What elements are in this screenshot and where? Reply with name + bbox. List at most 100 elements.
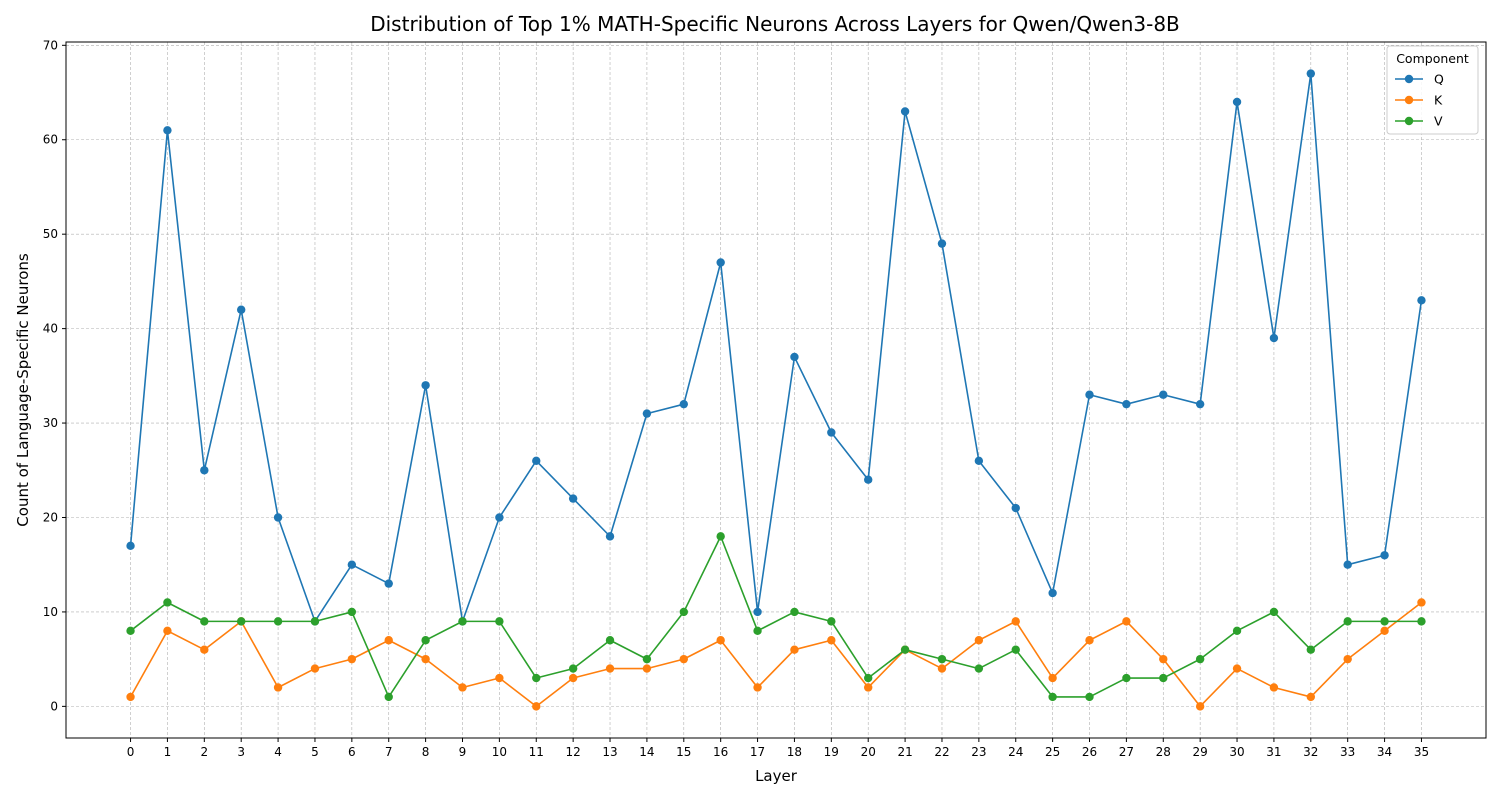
data-point-k [532,702,541,711]
x-tick-label: 18 [787,745,802,759]
data-point-v [1122,673,1131,683]
x-tick-label: 31 [1266,745,1281,759]
y-tick-label: 30 [43,416,58,430]
data-point-v [1048,692,1057,702]
legend-item-k: K [1395,93,1443,108]
data-point-q [1232,97,1242,107]
data-point-v [1159,673,1168,683]
x-axis: 0 1 2 3 4 5 6 7 8 9 10 11 12 13 14 15 16 17 18 19 20 21 22 23 24… [127,738,1429,759]
data-point-q [642,409,652,418]
data-point-q [1159,390,1168,399]
legend-marker [1404,74,1414,84]
x-tick-label: 12 [566,745,581,759]
x-tick-label: 30 [1229,745,1244,759]
grid [66,42,1486,738]
data-point-k [753,683,762,692]
x-tick-label: 0 [127,745,135,759]
data-point-k [1232,664,1242,673]
y-tick-label: 20 [43,510,58,524]
data-point-v [1380,617,1389,626]
data-point-q [937,239,947,248]
data-point-v [900,645,910,654]
data-point-q [864,475,873,484]
data-point-v [458,617,467,626]
data-point-q [384,579,393,588]
series-q [126,69,1426,626]
data-point-q [1343,560,1352,569]
series-v [126,532,1426,702]
data-point-q [1417,296,1426,305]
data-point-v [532,673,541,683]
x-tick-label: 3 [237,745,245,759]
data-point-q [900,107,910,116]
data-point-v [790,607,799,617]
data-point-q [421,381,430,390]
data-point-q [605,532,615,541]
x-tick-label: 21 [897,745,912,759]
data-point-k [716,636,725,645]
data-point-q [495,513,504,522]
series-line-q [129,72,1423,623]
data-point-k [974,636,984,645]
data-point-k [1417,598,1426,607]
x-tick-label: 24 [1008,745,1023,759]
data-point-k [1195,702,1205,711]
data-point-k [1306,692,1316,702]
x-tick-label: 6 [348,745,356,759]
x-tick-label: 15 [676,745,691,759]
data-point-q [1380,551,1389,560]
x-tick-label: 9 [459,745,467,759]
data-point-k [384,636,393,645]
legend-title: Component [1396,51,1469,66]
y-axis-label: Count of Language-Specific Neurons [14,253,32,527]
legend-item-q: Q [1395,72,1444,87]
series-layer [126,69,1426,711]
data-point-k [1343,654,1352,664]
x-tick-label: 16 [713,745,728,759]
data-point-v [679,607,688,617]
x-tick-label: 26 [1082,745,1097,759]
data-point-k [790,645,799,654]
x-tick-label: 1 [164,745,172,759]
data-point-q [163,126,172,135]
data-point-k [200,645,209,654]
plot-frame [65,41,1487,739]
data-point-v [605,636,615,645]
data-point-q [827,428,836,437]
data-point-k [1122,617,1131,626]
data-point-v [1195,654,1205,664]
data-point-k [421,654,430,664]
data-point-q [1195,399,1205,409]
data-point-q [1306,69,1316,78]
data-point-v [310,617,320,626]
x-tick-label: 14 [639,745,654,759]
y-tick-label: 10 [43,605,58,619]
x-tick-label: 29 [1193,745,1208,759]
data-point-k [605,664,615,673]
data-point-v [163,598,172,607]
legend-marker [1404,95,1414,105]
data-point-q [1122,399,1131,409]
data-point-q [126,541,135,551]
y-tick-label: 70 [43,38,58,52]
legend-box [1386,45,1479,135]
data-point-v [347,607,357,617]
legend-item-v: V [1395,114,1443,129]
chart-title: Distribution of Top 1% MATH-Specific Neu… [370,12,1180,36]
series-k [126,598,1426,711]
x-tick-label: 22 [934,745,949,759]
data-point-k [310,664,320,673]
data-point-k [568,673,578,683]
legend: Component QKV [1386,45,1479,135]
data-point-q [273,513,283,522]
data-point-k [827,636,836,645]
data-point-k [347,654,357,664]
data-point-k [273,683,283,692]
data-point-v [568,664,578,673]
data-point-v [495,617,504,626]
data-point-v [384,692,393,702]
x-tick-label: 19 [824,745,839,759]
data-point-v [716,532,725,541]
x-tick-label: 27 [1119,745,1134,759]
